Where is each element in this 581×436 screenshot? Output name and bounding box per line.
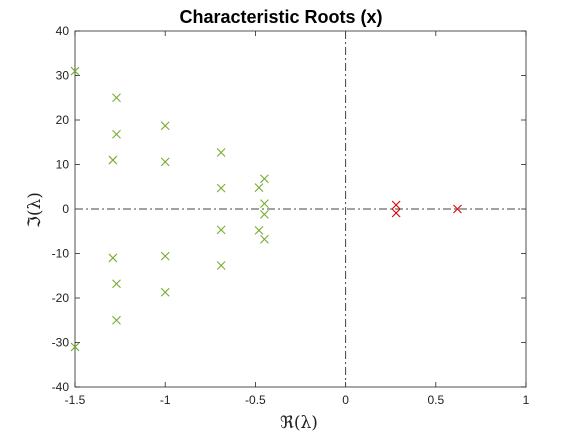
stable-root-marker [160,251,170,261]
stable-root-marker [108,155,118,165]
x-tick-label: -0.5 [245,393,266,407]
stable-root-marker [216,183,226,193]
stable-root-marker [260,199,269,209]
stable-root-marker [112,129,121,139]
stable-root-marker [260,174,269,184]
chart-title: Characteristic Roots (x) [179,7,382,27]
y-tick-label: 0 [62,202,69,216]
x-tick-label: 0 [342,393,349,407]
stable-root-marker [112,279,121,289]
x-tick-label: -1.5 [65,393,86,407]
unstable-root-marker [391,200,401,210]
x-tick-label: -1 [160,393,171,407]
stable-root-marker [260,209,269,219]
stable-root-marker [112,315,121,325]
stable-root-marker [70,342,80,352]
y-tick-label: 10 [56,158,70,172]
y-tick-label: 30 [56,69,70,83]
x-tick-label: 1 [523,393,530,407]
y-tick-label: -30 [52,336,70,350]
plot-area: -1.5 -1 -0.5 0 0.5 1 -40 -30 -20 -10 0 10 20 30 40 [52,24,530,407]
x-axis-label: ℜ(λ) [280,413,318,433]
stable-root-marker [108,253,118,263]
stable-root-marker [70,66,80,76]
y-tick-label: -20 [52,291,70,305]
stable-root-marker [160,287,170,297]
stable-root-marker [160,121,170,131]
stable-root-marker [216,148,226,157]
y-tick-label: 20 [56,113,70,127]
stable-root-marker [216,261,226,270]
stable-root-marker [216,225,226,235]
y-tick-label: -10 [52,247,70,261]
unstable-root-marker [453,204,462,214]
stable-root-marker [254,183,264,193]
y-tick-label: -40 [52,380,70,394]
stable-root-marker [160,157,170,167]
stable-root-marker [260,234,269,244]
stable-root-marker [112,93,121,103]
y-axis-label: ℑ(λ) [25,192,45,228]
stable-root-marker [254,225,264,235]
y-tick-label: 40 [56,24,70,38]
x-tick-label: 0.5 [427,393,444,407]
unstable-root-marker [391,208,401,218]
